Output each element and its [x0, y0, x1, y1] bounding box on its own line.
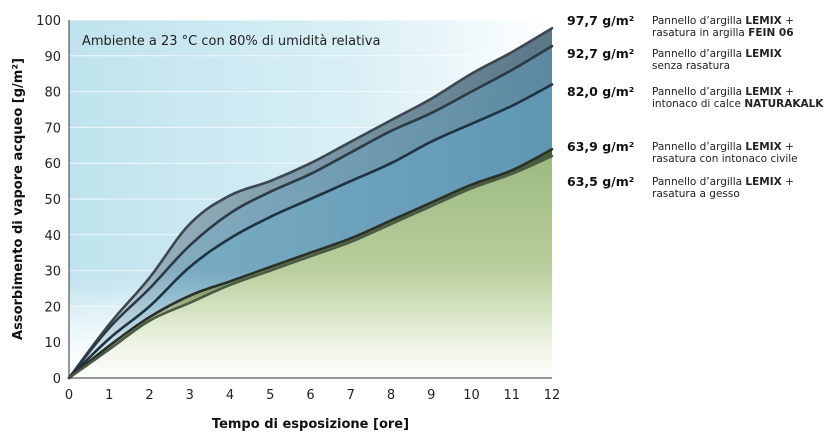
y-tick-label: 50	[44, 193, 61, 208]
y-axis-title: Assorbimento di vapore acqueo [g/m²]	[11, 58, 26, 340]
x-tick-label: 11	[503, 388, 520, 403]
y-tick-label: 40	[44, 229, 61, 244]
x-tick-label: 12	[544, 388, 561, 403]
legend-item-3: 82,0 g/m² Pannello d’argilla LEMIX +inton…	[567, 84, 824, 110]
x-tick-label: 5	[266, 388, 274, 403]
series-line-3	[67, 83, 554, 380]
y-tick-label: 90	[44, 50, 61, 65]
y-tick-label: 80	[44, 86, 61, 101]
axes	[68, 20, 552, 379]
legend-line-1: Pannello d’argilla LEMIX +	[652, 15, 794, 27]
legend-item-5: 63,5 g/m² Pannello d’argilla LEMIX +rasat…	[567, 174, 794, 200]
series-line-2	[67, 44, 554, 380]
y-tick-label: 10	[44, 336, 61, 351]
x-tick-label: 2	[145, 388, 153, 403]
legend-value: 97,7 g/m²	[567, 13, 634, 28]
x-tick-label: 1	[105, 388, 113, 403]
x-tick-label: 10	[463, 388, 480, 403]
series-line-1	[67, 26, 554, 380]
legend-value: 92,7 g/m²	[567, 46, 634, 61]
legend-line-2: rasatura a gesso	[652, 188, 740, 200]
x-tick-label: 4	[226, 388, 234, 403]
y-tick-label: 70	[44, 121, 61, 136]
y-tick-label: 30	[44, 265, 61, 280]
y-tick-label: 60	[44, 157, 61, 172]
x-tick-label: 0	[65, 388, 73, 403]
y-tick-label: 20	[44, 300, 61, 315]
x-tick-label: 9	[427, 388, 435, 403]
legend-line-2: rasatura in argilla FEIN 06	[652, 27, 794, 39]
legend-line-2: senza rasatura	[652, 60, 730, 72]
legend-item-1: 97,7 g/m² Pannello d’argilla LEMIX +rasat…	[567, 13, 794, 39]
legend: 97,7 g/m² Pannello d’argilla LEMIX +rasat…	[567, 13, 824, 200]
legend-line-2: rasatura con intonaco civile	[652, 153, 798, 165]
legend-line-1: Pannello d’argilla LEMIX +	[652, 86, 794, 98]
x-tick-label: 6	[306, 388, 314, 403]
legend-value: 82,0 g/m²	[567, 84, 634, 99]
legend-line-2: intonaco di calce NATURAKALK	[652, 98, 824, 110]
series-line-4	[67, 147, 554, 380]
legend-line-1: Pannello d’argilla LEMIX +	[652, 141, 794, 153]
annotation-text: Ambiente a 23 °C con 80% di umidità rela…	[82, 34, 380, 49]
x-tick-label: 7	[347, 388, 355, 403]
x-tick-label: 3	[186, 388, 194, 403]
legend-line-1: Pannello d’argilla LEMIX +	[652, 176, 794, 188]
y-tick-label: 0	[53, 372, 61, 387]
legend-value: 63,9 g/m²	[567, 139, 634, 154]
legend-line-1: Pannello d’argilla LEMIX	[652, 48, 782, 60]
series-line-5	[67, 154, 554, 380]
y-tick-label: 100	[36, 14, 61, 29]
legend-item-4: 63,9 g/m² Pannello d’argilla LEMIX +rasat…	[567, 139, 798, 165]
legend-value: 63,5 g/m²	[567, 174, 634, 189]
x-axis-title: Tempo di esposizione [ore]	[212, 417, 409, 432]
x-tick-label: 8	[387, 388, 395, 403]
series-lines	[67, 26, 554, 380]
